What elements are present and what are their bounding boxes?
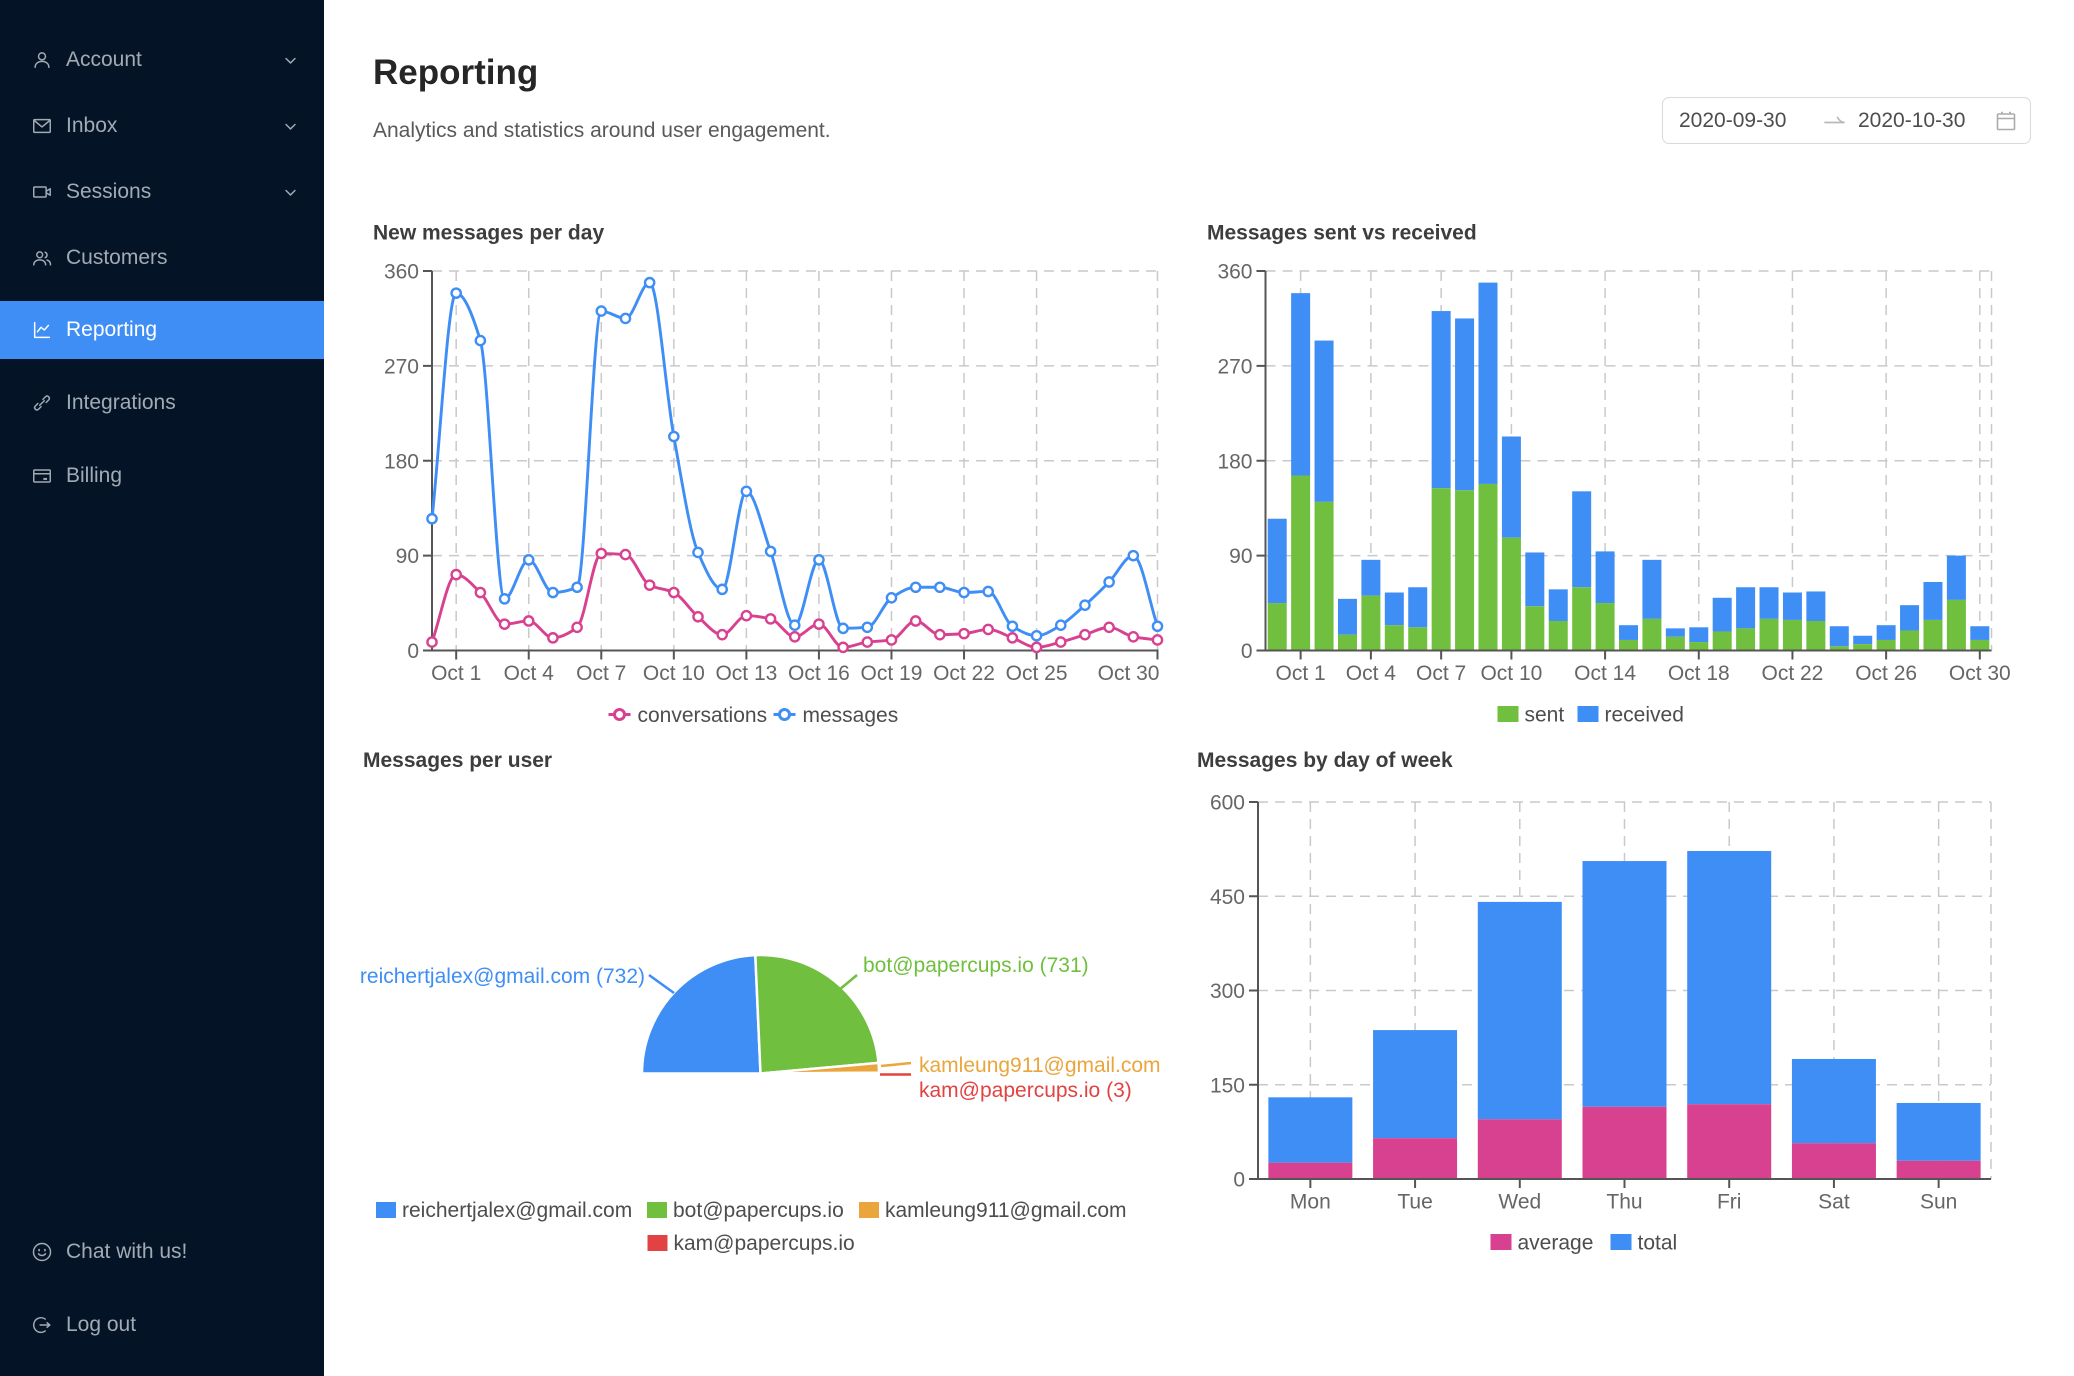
svg-text:Oct 30: Oct 30 <box>1098 662 1160 685</box>
svg-text:kamleung911@gmail.com: kamleung911@gmail.com <box>885 1199 1127 1222</box>
svg-text:Oct 16: Oct 16 <box>788 662 850 685</box>
svg-text:150: 150 <box>1210 1074 1245 1097</box>
svg-text:0: 0 <box>1233 1169 1245 1192</box>
svg-text:Oct 18: Oct 18 <box>1668 662 1730 685</box>
svg-text:90: 90 <box>1229 545 1252 568</box>
svg-text:conversations: conversations <box>638 704 768 727</box>
svg-text:0: 0 <box>407 640 419 663</box>
svg-text:kam@papercups.io (3): kam@papercups.io (3) <box>919 1079 1132 1102</box>
svg-text:Oct 22: Oct 22 <box>1762 662 1824 685</box>
svg-text:Oct 4: Oct 4 <box>1346 662 1397 685</box>
svg-text:Fri: Fri <box>1717 1191 1742 1214</box>
svg-text:Tue: Tue <box>1397 1191 1432 1214</box>
svg-text:Messages sent vs received: Messages sent vs received <box>1207 222 1477 245</box>
svg-text:Oct 25: Oct 25 <box>1006 662 1068 685</box>
svg-text:Sat: Sat <box>1818 1191 1850 1214</box>
svg-text:Oct 26: Oct 26 <box>1855 662 1917 685</box>
svg-text:360: 360 <box>384 261 419 284</box>
svg-text:Messages per user: Messages per user <box>363 749 552 772</box>
svg-text:Oct 10: Oct 10 <box>1480 662 1542 685</box>
svg-text:180: 180 <box>384 450 419 473</box>
svg-text:Oct 4: Oct 4 <box>504 662 555 685</box>
svg-text:reichertjalex@gmail.com (732): reichertjalex@gmail.com (732) <box>360 965 645 988</box>
svg-text:messages: messages <box>803 704 899 727</box>
svg-text:270: 270 <box>1217 355 1252 378</box>
svg-text:kamleung911@gmail.com: kamleung911@gmail.com <box>919 1054 1161 1077</box>
svg-text:270: 270 <box>384 355 419 378</box>
svg-text:360: 360 <box>1217 261 1252 284</box>
svg-text:total: total <box>1638 1232 1678 1255</box>
svg-text:bot@papercups.io (731): bot@papercups.io (731) <box>863 954 1089 977</box>
svg-text:Oct 1: Oct 1 <box>431 662 481 685</box>
svg-text:kam@papercups.io: kam@papercups.io <box>674 1232 855 1255</box>
svg-text:reichertjalex@gmail.com: reichertjalex@gmail.com <box>402 1199 632 1222</box>
svg-text:Oct 7: Oct 7 <box>1416 662 1466 685</box>
svg-text:Oct 19: Oct 19 <box>861 662 923 685</box>
svg-text:Oct 30: Oct 30 <box>1949 662 2011 685</box>
svg-text:Oct 10: Oct 10 <box>643 662 705 685</box>
svg-text:Wed: Wed <box>1498 1191 1541 1214</box>
svg-text:Oct 13: Oct 13 <box>715 662 777 685</box>
svg-text:90: 90 <box>396 545 419 568</box>
svg-text:300: 300 <box>1210 980 1245 1003</box>
svg-text:received: received <box>1605 704 1684 727</box>
svg-text:Oct 7: Oct 7 <box>576 662 626 685</box>
svg-text:Messages by day of week: Messages by day of week <box>1197 749 1453 772</box>
svg-text:450: 450 <box>1210 886 1245 909</box>
svg-text:sent: sent <box>1525 704 1565 727</box>
svg-text:Oct 1: Oct 1 <box>1276 662 1326 685</box>
svg-text:average: average <box>1518 1232 1594 1255</box>
svg-text:Sun: Sun <box>1920 1191 1957 1214</box>
svg-text:600: 600 <box>1210 792 1245 815</box>
svg-text:Oct 14: Oct 14 <box>1574 662 1636 685</box>
svg-text:Oct 22: Oct 22 <box>933 662 995 685</box>
svg-text:Mon: Mon <box>1290 1191 1331 1214</box>
svg-text:New messages per day: New messages per day <box>373 222 604 245</box>
svg-text:180: 180 <box>1217 450 1252 473</box>
svg-text:Thu: Thu <box>1606 1191 1642 1214</box>
svg-text:0: 0 <box>1241 640 1253 663</box>
svg-text:bot@papercups.io: bot@papercups.io <box>673 1199 844 1222</box>
